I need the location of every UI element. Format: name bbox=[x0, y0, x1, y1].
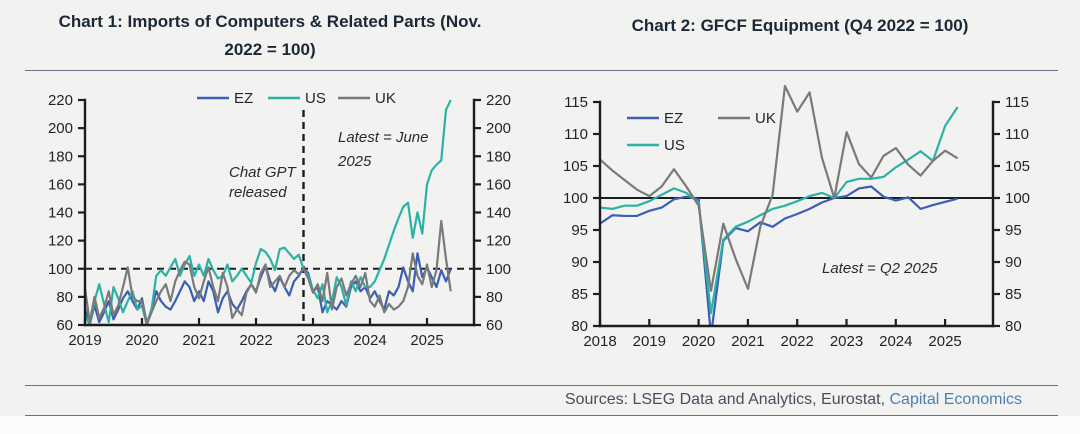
y-tick-label-left: 95 bbox=[571, 222, 588, 239]
y-tick-label-right: 180 bbox=[486, 148, 511, 165]
y-tick-label-right: 120 bbox=[486, 233, 511, 250]
y-tick-label-right: 200 bbox=[486, 120, 511, 137]
y-tick-label-left: 180 bbox=[48, 148, 73, 165]
x-tick-label: 2022 bbox=[239, 332, 272, 349]
y-tick-label-right: 110 bbox=[1005, 126, 1029, 143]
x-tick-label: 2020 bbox=[682, 333, 715, 350]
y-tick-label-right: 90 bbox=[1005, 254, 1022, 271]
bottom-strip bbox=[0, 416, 1080, 434]
series-ez bbox=[599, 185, 958, 326]
y-tick-label-left: 200 bbox=[48, 120, 73, 137]
series-uk bbox=[83, 219, 452, 325]
sources-text: Sources: LSEG Data and Analytics, Eurost… bbox=[564, 391, 890, 408]
chart1-title: Chart 1: Imports of Computers & Related … bbox=[58, 12, 482, 59]
legend-label-ez: EZ bbox=[234, 90, 253, 107]
x-tick-label: 2019 bbox=[68, 332, 101, 349]
legend-label-us: US bbox=[305, 90, 326, 107]
annotation-text: 2025 bbox=[337, 153, 372, 170]
series-ez bbox=[83, 252, 452, 325]
y-tick-label-right: 100 bbox=[1005, 190, 1030, 207]
x-tick-label: 2023 bbox=[830, 333, 863, 350]
x-tick-label: 2019 bbox=[633, 333, 666, 350]
x-tick-label: 2021 bbox=[731, 333, 764, 350]
annotation-text: Latest = Q2 2025 bbox=[822, 260, 938, 277]
capital-economics-link[interactable]: Capital Economics bbox=[889, 391, 1023, 408]
y-tick-label-left: 105 bbox=[563, 158, 588, 175]
y-tick-label-right: 105 bbox=[1005, 158, 1030, 175]
x-tick-label: 2023 bbox=[296, 332, 329, 349]
legend-label-ez: EZ bbox=[664, 110, 683, 127]
y-tick-label-left: 100 bbox=[563, 190, 588, 207]
y-tick-label-right: 220 bbox=[486, 92, 511, 109]
y-tick-label-left: 90 bbox=[571, 254, 588, 271]
y-tick-label-left: 115 bbox=[564, 94, 588, 111]
y-tick-label-left: 160 bbox=[48, 176, 73, 193]
x-tick-label: 2020 bbox=[125, 332, 158, 349]
sources-top-divider bbox=[25, 385, 1058, 386]
x-tick-label: 2025 bbox=[410, 332, 443, 349]
legend-label-uk: UK bbox=[755, 110, 776, 127]
x-tick-label: 2024 bbox=[879, 333, 912, 350]
y-tick-label-left: 85 bbox=[571, 286, 588, 303]
chart1-plot: 60 60 80 80 100 100 120 120 140 140 160 160 180 180 20… bbox=[48, 90, 511, 349]
annotation-text: released bbox=[229, 184, 287, 201]
y-tick-label-left: 220 bbox=[48, 92, 73, 109]
annotation-text: Latest = June bbox=[338, 129, 428, 146]
x-tick-label: 2025 bbox=[928, 333, 961, 350]
y-tick-label-right: 80 bbox=[1005, 318, 1022, 335]
y-tick-label-right: 85 bbox=[1005, 286, 1022, 303]
chart2-title: Chart 2: GFCF Equipment (Q4 2022 = 100) bbox=[631, 16, 969, 35]
x-tick-label: 2018 bbox=[583, 333, 616, 350]
x-tick-label: 2022 bbox=[781, 333, 814, 350]
y-tick-label-right: 95 bbox=[1005, 222, 1022, 239]
annotation-text: Chat GPT bbox=[229, 164, 298, 181]
y-tick-label-left: 140 bbox=[48, 205, 73, 222]
y-tick-label-left: 100 bbox=[48, 261, 73, 278]
y-tick-label-right: 80 bbox=[486, 289, 503, 306]
legend-label-uk: UK bbox=[375, 90, 396, 107]
y-tick-label-right: 60 bbox=[486, 317, 503, 334]
y-tick-label-left: 110 bbox=[564, 126, 588, 143]
x-tick-label: 2024 bbox=[353, 332, 386, 349]
series-uk bbox=[599, 85, 959, 292]
y-tick-label-left: 60 bbox=[56, 317, 73, 334]
x-tick-label: 2021 bbox=[182, 332, 215, 349]
y-tick-label-right: 115 bbox=[1005, 94, 1029, 111]
chart2-plot: 80 80 85 85 90 90 95 95 100 100 105 105 110 110 115 115… bbox=[563, 85, 1030, 350]
y-tick-label-left: 120 bbox=[48, 233, 73, 250]
y-tick-label-right: 140 bbox=[486, 205, 511, 222]
header-divider bbox=[25, 70, 1058, 71]
y-tick-label-right: 160 bbox=[486, 176, 511, 193]
sources-bottom-divider bbox=[25, 415, 1058, 416]
series-us bbox=[599, 106, 959, 315]
sources-line: Sources: LSEG Data and Analytics, Eurost… bbox=[0, 391, 1022, 409]
legend-label-us: US bbox=[664, 137, 685, 154]
y-tick-label-left: 80 bbox=[56, 289, 73, 306]
y-tick-label-left: 80 bbox=[571, 318, 588, 335]
y-tick-label-right: 100 bbox=[486, 261, 511, 278]
